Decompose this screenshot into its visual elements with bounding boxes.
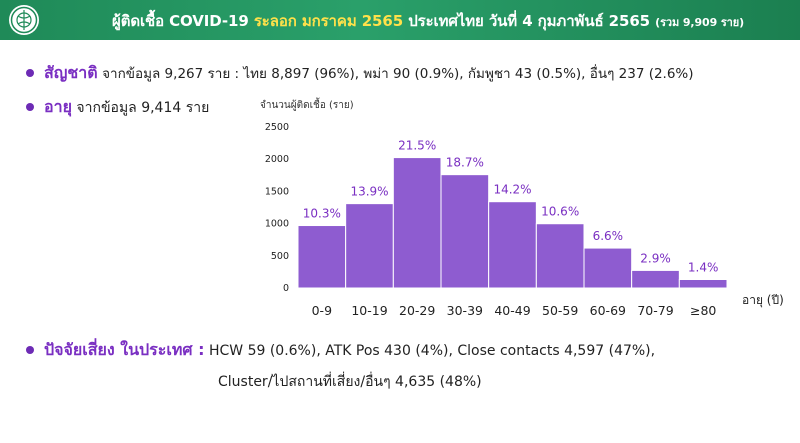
data-label: 13.9%	[350, 185, 388, 199]
x-tick-label: ≥80	[690, 303, 716, 318]
bar	[392, 157, 442, 289]
y-tick-label: 500	[271, 251, 289, 262]
title-highlight: ระลอก มกราคม 2565	[253, 12, 404, 30]
bar	[297, 225, 347, 289]
bullet-icon	[26, 103, 34, 111]
data-label: 1.4%	[688, 260, 719, 274]
title-main: ผู้ติดเชื้อ COVID-19	[112, 12, 249, 30]
data-label: 2.9%	[640, 251, 671, 265]
age-label: อายุ	[44, 97, 72, 116]
title-total: (รวม 9,909 ราย)	[655, 16, 745, 29]
title-date: ประเทศไทย วันที่ 4 กุมภาพันธ์ 2565	[408, 12, 651, 30]
y-tick-label: 1500	[265, 186, 289, 197]
bar	[345, 203, 394, 289]
x-tick-label: 50-59	[542, 303, 578, 318]
bar	[535, 223, 585, 289]
y-axis-label: จำนวนผู้ติดเชื้อ (ราย)	[260, 97, 354, 111]
data-label: 10.6%	[541, 205, 579, 219]
risk-text-1: HCW 59 (0.6%), ATK Pos 430 (4%), Close c…	[208, 343, 656, 359]
x-tick-label: 60-69	[590, 303, 626, 318]
ministry-logo-icon	[9, 5, 39, 35]
bullet-icon	[26, 346, 34, 354]
bar	[678, 278, 728, 289]
y-tick-label: 2500	[265, 122, 289, 133]
y-tick-label: 0	[283, 283, 289, 294]
title-banner: ผู้ติดเชื้อ COVID-19 ระลอก มกราคม 2565 ป…	[0, 0, 800, 40]
nationality-label: สัญชาติ	[44, 63, 98, 82]
nationality-line: สัญชาติ จากข้อมูล 9,267 ราย : ไทย 8,897 …	[44, 61, 694, 86]
risk-line-2: Cluster/ไปสถานที่เสี่ยง/อื่นๆ 4,635 (48%…	[218, 371, 482, 393]
risk-text-2: Cluster/ไปสถานที่เสี่ยง/อื่นๆ 4,635 (48%…	[218, 374, 482, 390]
bullet-icon	[26, 69, 34, 77]
age-text: จากข้อมูล 9,414 ราย	[76, 100, 210, 116]
x-tick-label: 0-9	[312, 303, 332, 318]
risk-line-1: ปัจจัยเสี่ยง ในประเทศ : HCW 59 (0.6%), A…	[44, 338, 655, 363]
bar	[440, 174, 490, 289]
age-line: อายุ จากข้อมูล 9,414 ราย	[44, 95, 209, 120]
x-tick-label: 30-39	[447, 303, 483, 318]
y-tick-label: 2000	[265, 154, 289, 165]
x-tick-label: 10-19	[351, 303, 387, 318]
x-axis-label: อายุ (ปี)	[742, 293, 784, 308]
bar	[583, 247, 633, 289]
x-tick-label: 70-79	[637, 303, 673, 318]
page-title: ผู้ติดเชื้อ COVID-19 ระลอก มกราคม 2565 ป…	[112, 9, 744, 33]
risk-label: ปัจจัยเสี่ยง ในประเทศ :	[44, 340, 205, 359]
nationality-text: จากข้อมูล 9,267 ราย : ไทย 8,897 (96%), พ…	[102, 66, 694, 82]
bar	[488, 201, 537, 289]
x-tick-label: 40-49	[494, 303, 530, 318]
y-tick-label: 1000	[265, 219, 289, 230]
data-label: 10.3%	[303, 207, 341, 221]
data-label: 14.2%	[493, 183, 531, 197]
data-label: 6.6%	[593, 229, 624, 243]
data-label: 21.5%	[398, 139, 436, 153]
x-tick-label: 20-29	[399, 303, 435, 318]
bar	[631, 269, 680, 289]
data-label: 18.7%	[446, 156, 484, 170]
